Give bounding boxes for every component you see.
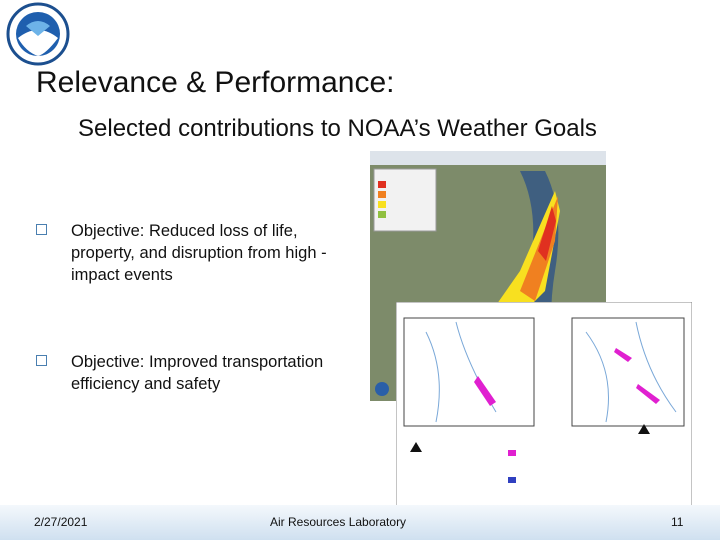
bullet: Objective: Improved transportation effic… — [36, 351, 361, 395]
bullet-text: Objective: Reduced loss of life, propert… — [71, 222, 327, 284]
footer-organization: Air Resources Laboratory — [270, 515, 407, 529]
page-number: 11 — [671, 515, 684, 529]
title: Relevance & Performance: — [36, 66, 395, 99]
noaa-logo — [6, 2, 70, 66]
footer-date: 2/27/2021 — [34, 515, 88, 529]
dispersion-image — [396, 302, 692, 510]
subtitle: Selected contributions to NOAA’s Weather… — [78, 115, 597, 142]
bullet-text: Objective: Improved transportation effic… — [71, 353, 324, 393]
bullet: Objective: Reduced loss of life, propert… — [36, 220, 361, 286]
footer-bar — [0, 505, 720, 540]
